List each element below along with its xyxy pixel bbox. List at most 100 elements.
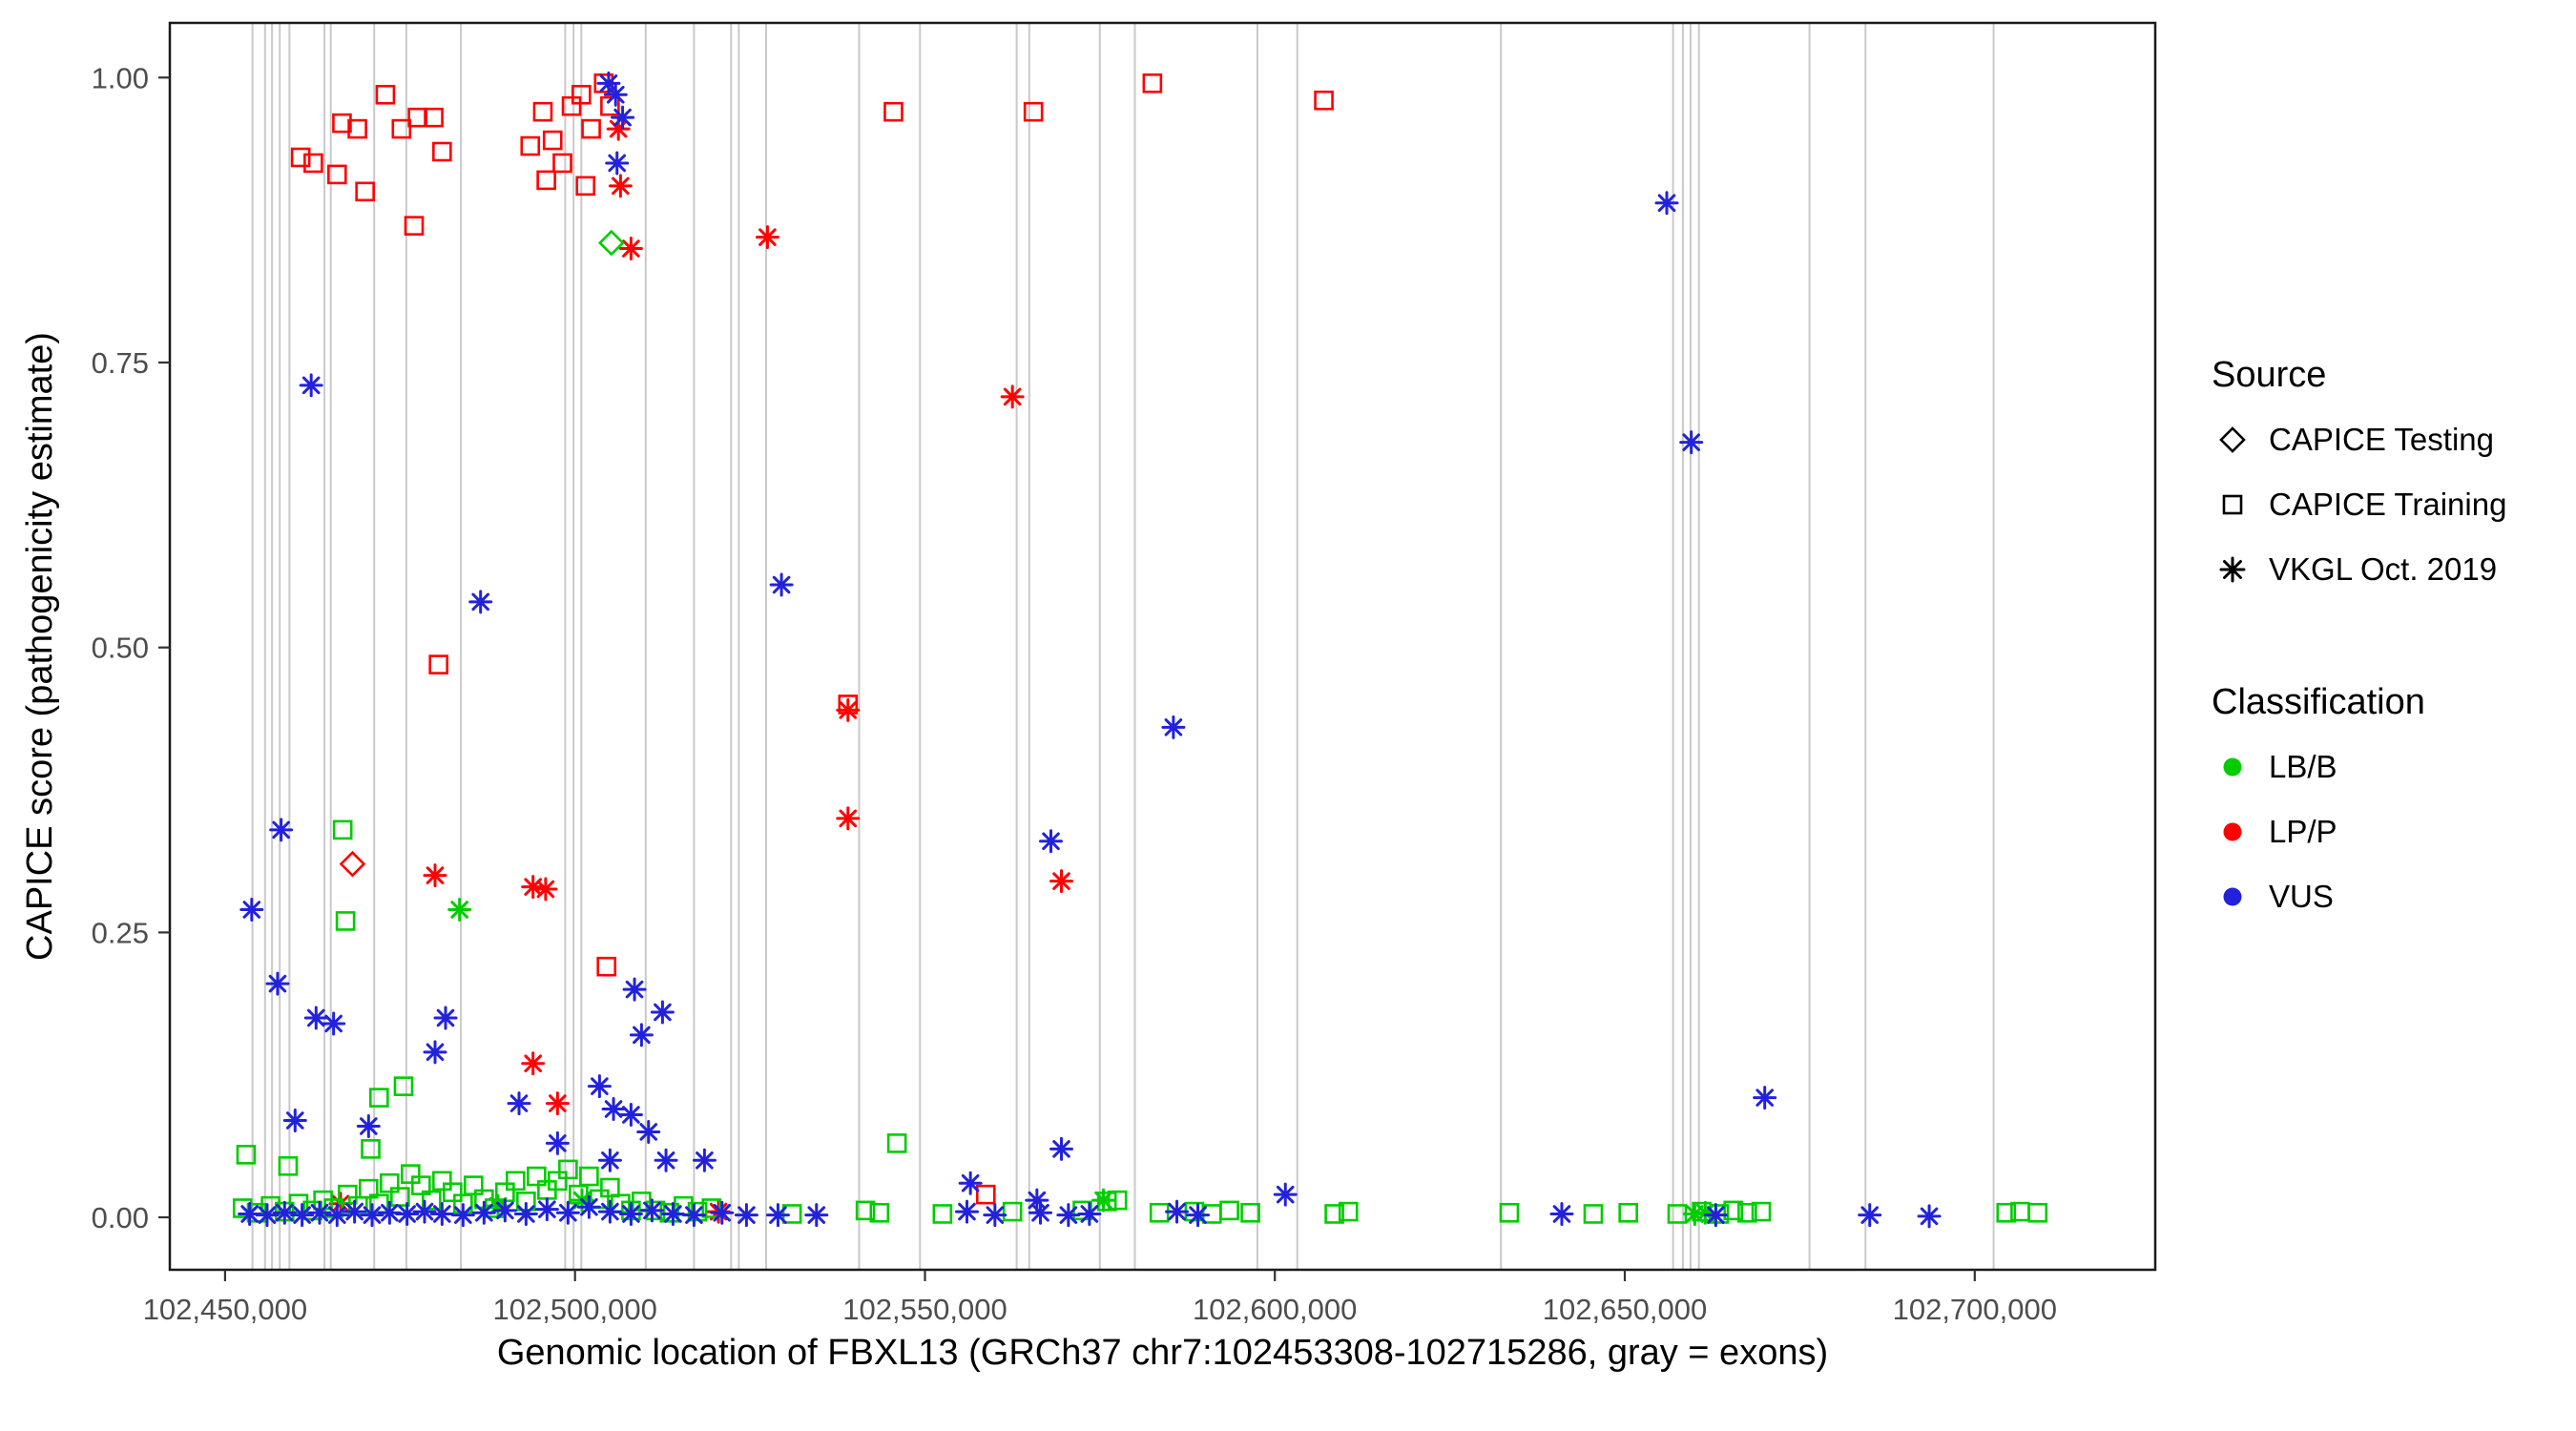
data-point [355, 181, 375, 202]
data-point [464, 1175, 484, 1195]
y-tick-label: 0.00 [92, 1201, 149, 1234]
data-point [869, 1202, 890, 1223]
data-point [404, 216, 425, 236]
data-point [1186, 1203, 1211, 1228]
data-point [359, 1178, 379, 1199]
data-point [1751, 1201, 1772, 1222]
data-point [429, 1201, 454, 1226]
data-point [581, 118, 601, 139]
data-point [369, 1088, 389, 1108]
x-tick-label: 102,550,000 [842, 1293, 1007, 1326]
square-icon [2222, 494, 2243, 515]
data-point [1219, 1200, 1239, 1221]
data-point [660, 1201, 685, 1226]
data-point [1549, 1201, 1574, 1226]
data-point [1142, 73, 1163, 93]
y-axis-title: CAPICE score (pathogenicity estimate) [20, 332, 60, 961]
data-point [1917, 1204, 1942, 1229]
legend-item-label: LP/P [2269, 814, 2337, 849]
data-point [545, 1130, 570, 1155]
data-point [639, 1198, 664, 1223]
data-point [360, 1203, 384, 1228]
data-point [290, 147, 311, 168]
data-point [361, 1139, 381, 1159]
data-point [1703, 1203, 1728, 1228]
data-point [1028, 1200, 1053, 1225]
legend-item-label: LB/B [2269, 749, 2337, 784]
data-point [1996, 1202, 2017, 1223]
data-point [347, 118, 367, 139]
x-axis-title: Genomic location of FBXL13 (GRCh37 chr7:… [496, 1333, 1829, 1373]
data-point [558, 1159, 578, 1180]
data-point [343, 1199, 367, 1224]
legend-item-lbb: LB/B [2212, 746, 2506, 788]
data-point [424, 107, 444, 128]
legend-item-capice-testing: CAPICE Testing [2212, 419, 2506, 461]
data-point [618, 1201, 643, 1226]
data-point [710, 1200, 735, 1225]
data-point [1240, 1202, 1260, 1223]
data-point [339, 850, 366, 878]
data-point [548, 1171, 568, 1192]
data-point [1667, 1204, 1688, 1224]
data-point [755, 225, 779, 250]
data-point [1056, 1203, 1081, 1228]
data-point [303, 1006, 328, 1030]
data-point [1165, 1199, 1190, 1224]
data-point [983, 1203, 1008, 1228]
data-point [282, 1108, 307, 1132]
data-point [443, 1182, 463, 1203]
data-point [596, 71, 621, 95]
data-point [422, 1190, 442, 1211]
data-point [1107, 1190, 1128, 1211]
data-point [618, 237, 643, 261]
legend-source-title: Source [2212, 355, 2327, 395]
data-point [954, 1199, 979, 1224]
data-point [468, 590, 493, 614]
data-point [622, 977, 647, 1002]
data-point [527, 1166, 547, 1187]
data-point [450, 1203, 475, 1228]
data-point [975, 1184, 996, 1205]
data-point [534, 1197, 559, 1222]
legend-source: Source CAPICE Testing CAPICE Training [2212, 355, 2506, 591]
legend-item-label: VKGL Oct. 2019 [2269, 551, 2498, 587]
legend-item-vkgl: VKGL Oct. 2019 [2212, 549, 2506, 591]
data-point [520, 135, 541, 156]
data-point [596, 956, 617, 977]
data-point [650, 1000, 675, 1025]
data-point [521, 1051, 546, 1076]
data-point [239, 897, 264, 922]
data-point [1679, 430, 1704, 455]
data-point [1723, 1200, 1743, 1221]
data-point [255, 1203, 280, 1228]
data-point [1077, 1201, 1102, 1226]
legend: Source CAPICE Testing CAPICE Training [2212, 355, 2506, 941]
y-tick-label: 0.50 [92, 632, 149, 665]
data-point [433, 1006, 458, 1030]
x-tick-label: 102,650,000 [1543, 1293, 1707, 1326]
data-point [611, 105, 635, 130]
legend-item-label: CAPICE Training [2269, 487, 2507, 522]
data-point [958, 1171, 983, 1195]
y-tick-label: 0.25 [92, 916, 149, 949]
data-point [1618, 1202, 1638, 1223]
x-tick-label: 102,700,000 [1893, 1293, 2057, 1326]
data-point [1314, 90, 1334, 111]
data-point [692, 1148, 717, 1172]
data-point [232, 1198, 253, 1218]
data-point [506, 1171, 526, 1192]
data-point [1499, 1202, 1520, 1223]
legend-item-label: CAPICE Testing [2269, 422, 2494, 457]
data-point [598, 229, 625, 257]
data-point [836, 806, 861, 831]
data-point [391, 118, 412, 139]
data-point [278, 1155, 299, 1176]
data-point [423, 1040, 447, 1065]
data-point [375, 84, 396, 105]
data-point [290, 1203, 315, 1228]
data-point [1324, 1204, 1344, 1224]
data-point [883, 101, 904, 122]
legend-item-vus: VUS [2212, 876, 2506, 918]
